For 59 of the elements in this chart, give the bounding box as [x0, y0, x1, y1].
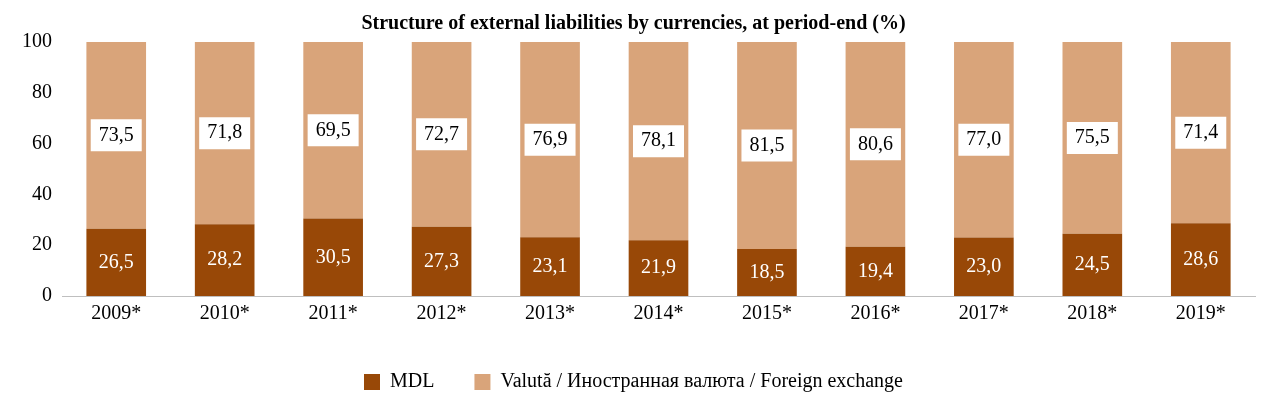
- bar: [954, 237, 1014, 296]
- bar: [520, 237, 580, 296]
- x-tick-label: 2010*: [199, 301, 250, 324]
- data-label: 26,5: [98, 249, 134, 272]
- y-tick-label: 20: [32, 232, 52, 255]
- x-tick-label: 2014*: [633, 301, 684, 324]
- bar: [737, 42, 797, 250]
- bar: [845, 42, 906, 247]
- data-label: 27,3: [424, 248, 460, 271]
- bar: [1170, 223, 1231, 296]
- data-label: 23,0: [966, 254, 1002, 277]
- x-tick-label: 2015*: [741, 301, 792, 324]
- y-tick-label: 80: [32, 80, 52, 103]
- x-tick-label: 2009*: [91, 301, 142, 324]
- bar: [845, 246, 906, 296]
- data-label: 80,6: [857, 131, 893, 154]
- data-label: 24,5: [1074, 252, 1110, 275]
- legend-label: MDL: [390, 369, 435, 392]
- data-label: 23,1: [532, 253, 568, 276]
- bar: [954, 42, 1014, 238]
- data-label: 19,4: [857, 258, 893, 281]
- data-label: 71,4: [1183, 119, 1219, 142]
- y-tick-label: 0: [42, 283, 52, 306]
- data-label: 77,0: [966, 127, 1002, 150]
- bar: [86, 42, 147, 229]
- bar: [520, 42, 580, 238]
- legend-label: Valută / Иностранная валюта / Foreign exchange: [500, 369, 904, 393]
- data-label: 69,5: [315, 117, 351, 140]
- data-label: 72,7: [424, 121, 460, 144]
- data-label: 28,2: [207, 247, 243, 270]
- bar: [737, 249, 797, 296]
- data-label: 76,9: [532, 126, 568, 149]
- y-tick-label: 60: [32, 130, 52, 153]
- data-label: 21,9: [641, 255, 676, 278]
- y-tick-label: 40: [32, 181, 52, 204]
- bar: [1062, 233, 1123, 296]
- y-tick-label: 100: [22, 29, 52, 52]
- x-tick-label: 2017*: [958, 301, 1009, 324]
- data-label: 30,5: [315, 244, 351, 267]
- bar: [303, 218, 363, 296]
- bar: [194, 224, 255, 296]
- data-label: 75,5: [1074, 125, 1110, 148]
- data-label: 81,5: [749, 132, 785, 155]
- x-tick-label: 2012*: [416, 301, 467, 324]
- data-label: 18,5: [749, 259, 785, 282]
- bar: [628, 240, 689, 296]
- bar: [1062, 42, 1123, 234]
- x-tick-label: 2019*: [1175, 301, 1226, 324]
- data-label: 78,1: [641, 128, 676, 151]
- data-label: 73,5: [98, 122, 134, 145]
- data-label: 28,6: [1183, 246, 1219, 269]
- x-tick-label: 2011*: [308, 301, 358, 324]
- bar: [86, 228, 147, 296]
- x-tick-label: 2016*: [850, 301, 901, 324]
- x-tick-label: 2013*: [525, 301, 576, 324]
- data-label: 71,8: [207, 120, 243, 143]
- x-tick-label: 2018*: [1067, 301, 1118, 324]
- chart-title: Structure of external liabilities by currencies, at period-end (%): [361, 11, 906, 35]
- bar: [411, 226, 472, 296]
